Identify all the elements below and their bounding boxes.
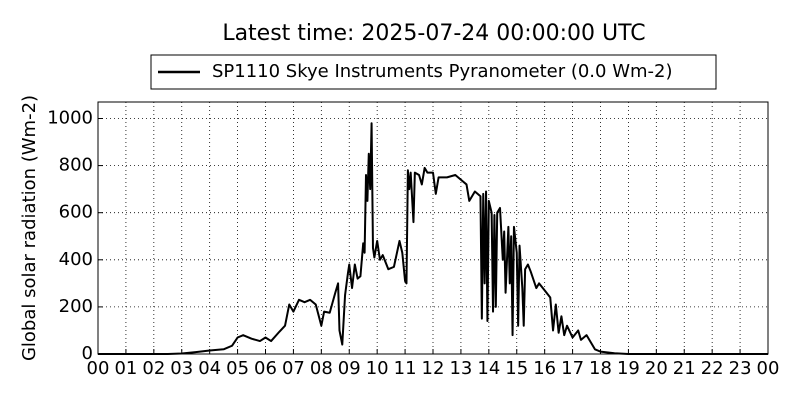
legend-label: SP1110 Skye Instruments Pyranometer (0.0… xyxy=(212,61,673,82)
x-tick-label: 07 xyxy=(282,358,305,379)
x-tick-label: 05 xyxy=(226,358,249,379)
x-tick-label: 06 xyxy=(254,358,277,379)
x-tick-label: 11 xyxy=(394,358,417,379)
x-tick-label: 08 xyxy=(310,358,333,379)
x-tick-label: 20 xyxy=(645,358,668,379)
y-tick-label: 1000 xyxy=(47,107,93,128)
x-tick-label: 02 xyxy=(142,358,165,379)
x-tick-label: 03 xyxy=(170,358,193,379)
legend xyxy=(150,54,717,90)
x-tick-label: 04 xyxy=(198,358,221,379)
x-tick-label: 21 xyxy=(673,358,696,379)
x-tick-label: 23 xyxy=(729,358,752,379)
x-tick-label: 09 xyxy=(338,358,361,379)
y-axis-label: Global solar radiation (Wm-2) xyxy=(19,95,40,361)
x-tick-label: 00 xyxy=(757,358,780,379)
y-tick-label: 200 xyxy=(59,296,93,317)
x-tick-label: 18 xyxy=(589,358,612,379)
x-tick-label: 16 xyxy=(533,358,556,379)
x-tick-label: 01 xyxy=(114,358,137,379)
y-tick-label: 400 xyxy=(59,249,93,270)
x-tick-label: 17 xyxy=(561,358,584,379)
y-tick-label: 0 xyxy=(82,343,93,364)
x-tick-label: 13 xyxy=(449,358,472,379)
x-tick-label: 19 xyxy=(617,358,640,379)
x-tick-label: 10 xyxy=(366,358,389,379)
y-tick-label: 600 xyxy=(59,202,93,223)
chart-title: Latest time: 2025-07-24 00:00:00 UTC xyxy=(222,21,645,46)
x-tick-label: 12 xyxy=(422,358,445,379)
x-tick-label: 22 xyxy=(701,358,724,379)
y-tick-label: 800 xyxy=(59,155,93,176)
data-line xyxy=(98,122,768,355)
x-tick-label: 00 xyxy=(87,358,110,379)
x-tick-label: 15 xyxy=(505,358,528,379)
x-tick-label: 14 xyxy=(477,358,500,379)
